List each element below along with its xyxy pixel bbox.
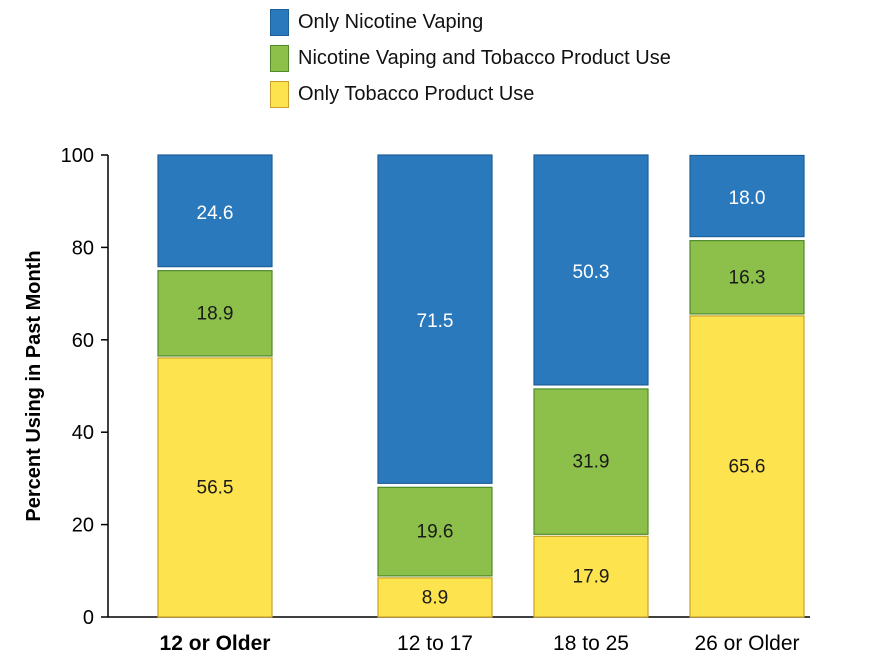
data-label-12-or-older-only-tobacco-product-use: 56.5 <box>197 477 234 498</box>
x-tick-label-26-or-older: 26 or Older <box>694 632 799 655</box>
bar-18-to-25-only-tobacco-product-use <box>533 535 649 618</box>
data-label-26-or-older-nicotine-vaping-and-tobacco-product-use: 16.3 <box>729 267 766 288</box>
bar-12-to-17-only-nicotine-vaping <box>377 154 493 484</box>
bar-26-or-older-nicotine-vaping-and-tobacco-product-use <box>689 240 805 315</box>
data-label-26-or-older-only-nicotine-vaping: 18.0 <box>729 188 766 209</box>
bar-18-to-25-only-nicotine-vaping <box>533 154 649 386</box>
y-tick-label: 60 <box>72 330 94 352</box>
data-label-12-or-older-nicotine-vaping-and-tobacco-product-use: 18.9 <box>197 303 234 324</box>
y-tick-label: 20 <box>72 515 94 537</box>
data-label-12-to-17-only-tobacco-product-use: 8.9 <box>422 587 448 608</box>
legend-swatch-vaping-and-tobacco <box>270 44 289 72</box>
x-tick-label-12-or-older: 12 or Older <box>160 632 271 655</box>
bar-12-or-older-only-nicotine-vaping <box>157 154 273 268</box>
y-axis: 0 20 40 60 80 100 Percent Using in Past Month <box>23 145 109 629</box>
legend-item-vaping-and-tobacco: Nicotine Vaping and Tobacco Product Use <box>270 40 671 76</box>
bar-12-to-17-nicotine-vaping-and-tobacco-product-use <box>377 486 493 577</box>
legend-item-only-tobacco: Only Tobacco Product Use <box>270 76 671 112</box>
bar-26-or-older-only-nicotine-vaping <box>689 154 805 238</box>
y-tick-label: 80 <box>72 237 94 259</box>
data-label-18-to-25-only-nicotine-vaping: 50.3 <box>573 262 610 283</box>
x-axis-labels: 12 or Older 12 to 17 18 to 25 26 or Older <box>160 632 800 655</box>
data-label-12-or-older-only-nicotine-vaping: 24.6 <box>197 203 234 224</box>
y-tick-label: 40 <box>72 422 94 444</box>
legend: Only Nicotine Vaping Nicotine Vaping and… <box>270 4 671 112</box>
bar-18-to-25-nicotine-vaping-and-tobacco-product-use <box>533 388 649 535</box>
y-tick-label: 0 <box>83 607 94 629</box>
x-tick-label-18-to-25: 18 to 25 <box>553 632 629 655</box>
legend-swatch-only-vaping <box>270 8 289 36</box>
legend-label-vaping-and-tobacco: Nicotine Vaping and Tobacco Product Use <box>298 46 671 69</box>
legend-label-only-tobacco: Only Tobacco Product Use <box>298 82 535 105</box>
bars: 56.5 18.9 24.6 8.9 19.6 71.5 17.9 31.9 50.3 65.6 1… <box>157 154 805 618</box>
y-tick-label: 100 <box>61 145 94 167</box>
bar-26-or-older-only-tobacco-product-use <box>689 315 805 618</box>
legend-swatch-only-tobacco <box>270 80 289 108</box>
bar-12-or-older-only-tobacco-product-use <box>157 357 273 618</box>
data-label-18-to-25-only-tobacco-product-use: 17.9 <box>573 567 610 588</box>
y-ticks: 0 20 40 60 80 100 <box>61 145 108 629</box>
legend-item-only-vaping: Only Nicotine Vaping <box>270 4 671 40</box>
bar-12-to-17-only-tobacco-product-use <box>377 577 493 618</box>
x-tick-label-12-to-17: 12 to 17 <box>397 632 473 655</box>
data-label-26-or-older-only-tobacco-product-use: 65.6 <box>729 456 766 477</box>
bar-12-or-older-nicotine-vaping-and-tobacco-product-use <box>157 270 273 357</box>
data-label-12-to-17-nicotine-vaping-and-tobacco-product-use: 19.6 <box>417 522 454 543</box>
legend-label-only-vaping: Only Nicotine Vaping <box>298 10 484 33</box>
data-label-12-to-17-only-nicotine-vaping: 71.5 <box>417 311 454 332</box>
data-label-18-to-25-nicotine-vaping-and-tobacco-product-use: 31.9 <box>573 452 610 473</box>
y-axis-title: Percent Using in Past Month <box>23 250 45 521</box>
